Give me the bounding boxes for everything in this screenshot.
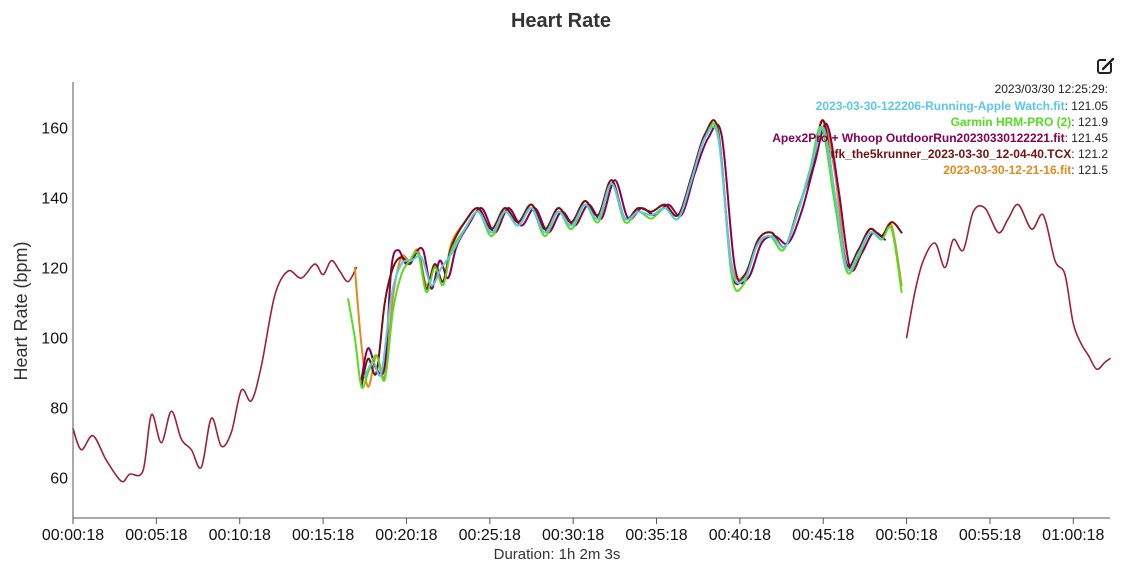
series-line-5 [347,122,903,389]
x-tick-label: 00:40:18 [709,527,771,544]
series-layer [72,119,1111,483]
x-tick-label: 00:30:18 [542,527,604,544]
tooltip-entry: 2023-03-30-122206-Running-Apple Watch.fi… [816,99,1109,113]
tooltip-entry-value: : 121.5 [1071,163,1108,177]
tooltip: 2023/03/30 12:25:29: 2023-03-30-122206-R… [772,82,1108,177]
tooltip-entry: 2023-03-30-12-21-16.fit: 121.5 [943,163,1108,177]
x-tick-label: 00:25:18 [459,527,521,544]
series-line-3 [360,122,886,381]
tooltip-entry-value: : 121.9 [1071,115,1108,129]
y-tick-label: 80 [50,401,68,418]
tooltip-entry-name: Garmin HRM-PRO (2) [951,115,1072,129]
tooltip-entry: Apex2Pro + Whoop OutdoorRun2023033012222… [772,131,1108,145]
x-tick-label: 00:20:18 [375,527,437,544]
tooltip-timestamp: 2023/03/30 12:25:29: [995,82,1108,96]
series-line-0 [72,259,358,483]
tooltip-entry-value: : 121.45 [1065,131,1109,145]
series-line-2 [353,119,903,388]
x-tick-label: 00:45:18 [792,527,854,544]
y-tick-label: 60 [50,471,68,488]
series-line-1 [905,203,1111,371]
chart-title: Heart Rate [511,10,611,32]
tooltip-entry-name: 2023-03-30-122206-Running-Apple Watch.fi… [816,99,1065,113]
x-tick-label: 00:05:18 [125,527,187,544]
tooltip-entry-name: Apex2Pro + Whoop OutdoorRun2023033012222… [772,131,1064,145]
x-tick-label: 00:55:18 [959,527,1021,544]
tooltip-entry: tfk_the5krunner_2023-03-30_12-04-40.TCX:… [831,147,1109,161]
y-tick-label: 120 [41,261,68,278]
x-axis-ticks: 00:00:18 00:05:18 00:10:18 00:15:18 00:20:18… [42,518,1105,544]
tooltip-entry-value: : 121.05 [1065,99,1109,113]
x-tick-label: 00:50:18 [875,527,937,544]
tooltip-entry: Garmin HRM-PRO (2): 121.9 [951,115,1109,129]
edit-icon[interactable] [1097,57,1115,74]
tooltip-entry-name: 2023-03-30-12-21-16.fit [943,163,1071,177]
series-line-4 [360,119,903,388]
tooltip-entry-name: tfk_the5krunner_2023-03-30_12-04-40.TCX [831,147,1072,161]
y-axis-ticks: 60 80 100 120 140 160 [41,121,68,488]
y-tick-label: 160 [41,121,68,138]
x-tick-label: 00:35:18 [625,527,687,544]
y-tick-label: 100 [41,331,68,348]
x-axis-title: Duration: 1h 2m 3s [494,546,621,563]
x-tick-label: 01:00:18 [1042,527,1104,544]
y-tick-label: 140 [41,191,68,208]
x-tick-label: 00:10:18 [209,527,271,544]
x-tick-label: 00:00:18 [42,527,104,544]
x-tick-label: 00:15:18 [292,527,354,544]
y-axis-title: Heart Rate (bpm) [11,241,31,380]
series-line-6 [363,125,883,378]
tooltip-entry-value: : 121.2 [1071,147,1108,161]
